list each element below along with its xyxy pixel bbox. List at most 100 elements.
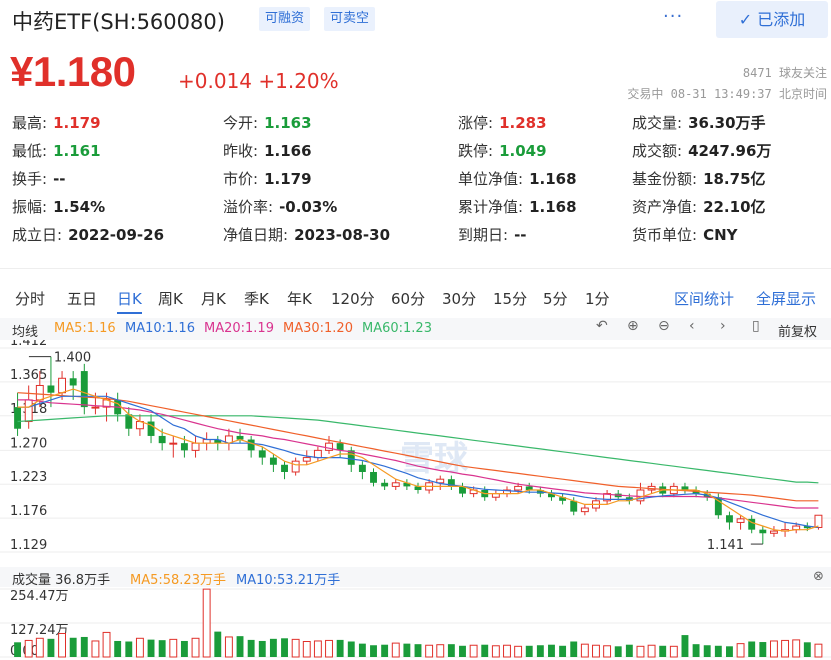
volume-bar bbox=[681, 635, 689, 657]
tab-4[interactable]: 月K bbox=[201, 290, 226, 308]
volume-bar bbox=[592, 644, 600, 658]
tab-7[interactable]: 120分 bbox=[331, 290, 375, 308]
tab-5[interactable]: 季K bbox=[244, 290, 269, 308]
zoom-in-icon[interactable]: ⊕ bbox=[627, 318, 639, 334]
candle-body bbox=[803, 526, 811, 529]
volume-bar bbox=[481, 644, 489, 657]
stat-value: 1.179 bbox=[264, 170, 312, 188]
volume-bar bbox=[14, 642, 22, 657]
volume-bar bbox=[91, 640, 100, 658]
tab-1[interactable]: 五日 bbox=[67, 290, 98, 308]
more-icon[interactable]: ··· bbox=[663, 6, 684, 27]
stat-value: 1.161 bbox=[53, 142, 101, 160]
tab-6[interactable]: 年K bbox=[287, 290, 312, 308]
tab-10[interactable]: 15分 bbox=[493, 290, 528, 308]
volume-bar bbox=[625, 644, 633, 657]
check-icon: ✓ bbox=[738, 10, 753, 29]
volume-bar bbox=[302, 641, 311, 658]
stat-value: -0.03% bbox=[279, 198, 338, 216]
volume-bar bbox=[370, 645, 377, 657]
close-volume-icon[interactable]: ⊗ bbox=[813, 569, 824, 584]
candle-body bbox=[759, 529, 767, 534]
volume-bar bbox=[35, 637, 44, 658]
candle-body bbox=[147, 421, 155, 436]
volume-bar bbox=[769, 640, 778, 658]
candle-body bbox=[336, 443, 344, 451]
volume-bar bbox=[281, 638, 288, 657]
stat-item: 市价: 1.179 bbox=[223, 168, 312, 189]
stat-value: 1.283 bbox=[499, 114, 547, 132]
stat-item: 最低: 1.161 bbox=[12, 140, 101, 161]
tab-0[interactable]: 分时 bbox=[15, 290, 46, 308]
candle-body bbox=[559, 497, 567, 501]
volume-bar bbox=[391, 642, 400, 658]
stat-label: 净值日期: bbox=[223, 226, 289, 244]
scroll-left-icon[interactable]: ‹ bbox=[689, 318, 695, 334]
stat-value: 1.168 bbox=[529, 198, 577, 216]
tab-9[interactable]: 30分 bbox=[442, 290, 477, 308]
added-watchlist-button[interactable]: ✓ 已添加 bbox=[716, 1, 828, 38]
margin-tag[interactable]: 可融资 bbox=[259, 7, 311, 31]
volume-bar bbox=[191, 637, 200, 658]
stat-item: 换手: -- bbox=[12, 168, 66, 189]
stat-value: 4247.96万 bbox=[688, 142, 772, 160]
ma5-line bbox=[17, 388, 819, 532]
stat-value: 18.75亿 bbox=[703, 170, 766, 188]
header: 中药ETF(SH:560080) 可融资 可卖空 ··· ✓ 已添加 bbox=[0, 0, 831, 42]
adjust-select[interactable]: 前复权 bbox=[778, 325, 818, 340]
tab-12[interactable]: 1分 bbox=[585, 290, 610, 308]
ma5-value: MA5:1.16 bbox=[54, 321, 116, 336]
candle-body bbox=[258, 450, 266, 458]
watermark: 雪球 bbox=[400, 439, 469, 479]
stat-item: 振幅: 1.54% bbox=[12, 196, 105, 217]
undo-icon[interactable]: ↶ bbox=[596, 318, 608, 334]
candle-body bbox=[714, 497, 722, 516]
period-tabs: 分时 五日 日K 周K 月K 季K 年K 120分 60分 30分 15分 5分 1分 区间统计 全屏显示 bbox=[0, 282, 831, 314]
stat-label: 溢价率: bbox=[223, 198, 274, 216]
y-tick-label: 1.129 bbox=[10, 538, 47, 553]
candle-icon[interactable]: ▯ bbox=[752, 318, 760, 334]
range-stats-button[interactable]: 区间统计 bbox=[674, 290, 735, 308]
kline-chart[interactable]: 1.4121.3651.3181.2701.2231.1761.129雪球1.4… bbox=[0, 340, 831, 566]
volume-bar bbox=[636, 645, 645, 658]
candle-body bbox=[447, 479, 455, 487]
volume-bar bbox=[792, 639, 801, 658]
volume-bar bbox=[548, 644, 555, 657]
candle-body bbox=[548, 493, 555, 498]
ma-label: 均线 bbox=[12, 325, 39, 340]
tab-11[interactable]: 5分 bbox=[543, 290, 568, 308]
candle-body bbox=[814, 514, 823, 528]
ma-legend-bar: 均线 MA5:1.16 MA10:1.16 MA20:1.19 MA30:1.2… bbox=[0, 318, 831, 340]
volume-bar bbox=[603, 645, 612, 658]
stat-item: 昨收: 1.166 bbox=[223, 140, 312, 161]
followers-count[interactable]: 8471 球友关注 bbox=[742, 66, 827, 80]
vol-ma5-value: MA5:58.23万手 bbox=[130, 573, 226, 588]
stat-item: 涨停: 1.283 bbox=[458, 112, 547, 133]
candle-body bbox=[636, 489, 645, 502]
volume-bar bbox=[313, 640, 322, 658]
volume-bar bbox=[135, 637, 144, 658]
volume-bar bbox=[525, 645, 533, 657]
fullscreen-button[interactable]: 全屏显示 bbox=[756, 290, 817, 308]
candle-body bbox=[236, 435, 244, 440]
scroll-right-icon[interactable]: › bbox=[720, 318, 726, 334]
tab-3[interactable]: 周K bbox=[158, 290, 183, 308]
stat-item: 累计净值: 1.168 bbox=[458, 196, 577, 217]
volume-bar bbox=[325, 639, 333, 658]
zoom-out-icon[interactable]: ⊖ bbox=[658, 318, 670, 334]
vol-tick-label: 127.24万 bbox=[10, 623, 69, 638]
tab-2[interactable]: 日K bbox=[117, 288, 142, 314]
stat-item: 到期日: -- bbox=[458, 224, 527, 245]
low-annotation: 1.141 bbox=[707, 538, 744, 553]
short-tag[interactable]: 可卖空 bbox=[324, 7, 376, 31]
current-price: ¥1.180 bbox=[10, 48, 136, 95]
candle-body bbox=[302, 457, 311, 462]
volume-bar bbox=[291, 638, 300, 658]
volume-bar bbox=[726, 646, 733, 657]
tab-8[interactable]: 60分 bbox=[391, 290, 426, 308]
candle-body bbox=[603, 493, 612, 502]
price-change: +0.014 +1.20% bbox=[178, 69, 339, 93]
candle-body bbox=[681, 486, 689, 491]
volume-bar bbox=[125, 641, 133, 657]
